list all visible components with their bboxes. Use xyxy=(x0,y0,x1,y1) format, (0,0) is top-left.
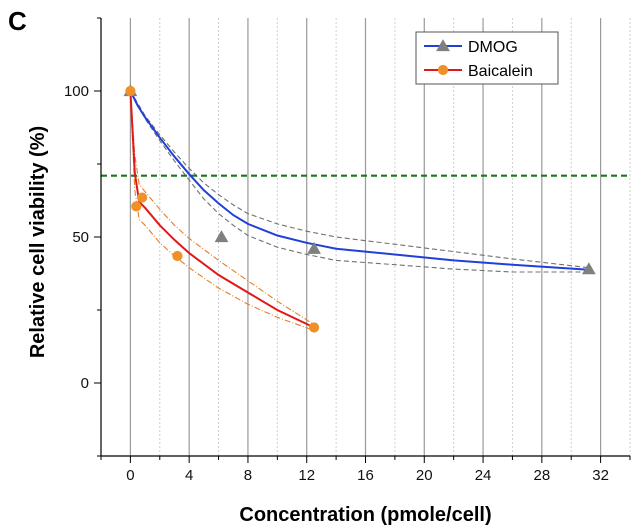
baicalein-ci-lower-line xyxy=(129,90,315,331)
baicalein-point xyxy=(308,322,320,333)
baicalein-legend-label: Baicalein xyxy=(468,63,533,80)
dmog-point xyxy=(214,230,229,243)
x-tick-label: 20 xyxy=(416,467,433,484)
confidence-bands xyxy=(129,90,589,331)
legend: DMOG Baicalein xyxy=(415,31,559,85)
y-tick-label: 100 xyxy=(64,83,89,100)
grid-lines xyxy=(129,18,631,456)
fit-curves xyxy=(129,90,589,329)
dmog-ci-upper-line xyxy=(129,90,589,269)
x-tick-label: 12 xyxy=(298,467,315,484)
dmog-point xyxy=(307,241,321,254)
legend-box xyxy=(415,31,559,85)
x-tick-label: 24 xyxy=(475,467,492,484)
baicalein-fit-line xyxy=(129,90,315,329)
baicalein-point xyxy=(125,85,136,97)
x-tick-label: 16 xyxy=(357,467,374,484)
dmog-fit-line xyxy=(129,90,589,271)
y-tick-label: 0 xyxy=(81,375,89,392)
y-axis-title: Relative cell viability (%) xyxy=(27,126,49,358)
baicalein-point xyxy=(172,250,183,262)
baicalein-point xyxy=(131,201,142,212)
dmog-point xyxy=(581,262,596,275)
x-axis-title: Concentration (pmole/cell) xyxy=(239,504,491,526)
x-tick-label: 32 xyxy=(592,467,609,484)
tick-labels: 0 50 100 0 4 8 12 16 20 24 28 32 xyxy=(64,83,609,484)
x-tick-label: 0 xyxy=(126,467,134,484)
x-tick-label: 4 xyxy=(185,467,193,484)
dmog-ci-lower-line xyxy=(129,90,589,273)
baicalein-legend-marker xyxy=(437,64,449,76)
y-tick-label: 50 xyxy=(72,229,89,246)
dmog-legend-label: DMOG xyxy=(468,39,518,56)
dmog-legend-marker xyxy=(436,39,450,52)
x-tick-label: 8 xyxy=(244,467,252,484)
axes xyxy=(94,17,631,463)
data-points xyxy=(123,84,596,333)
baicalein-ci-upper-line xyxy=(129,90,315,326)
x-tick-label: 28 xyxy=(533,467,550,484)
baicalein-point xyxy=(137,192,148,203)
panel-label: C xyxy=(8,6,27,36)
